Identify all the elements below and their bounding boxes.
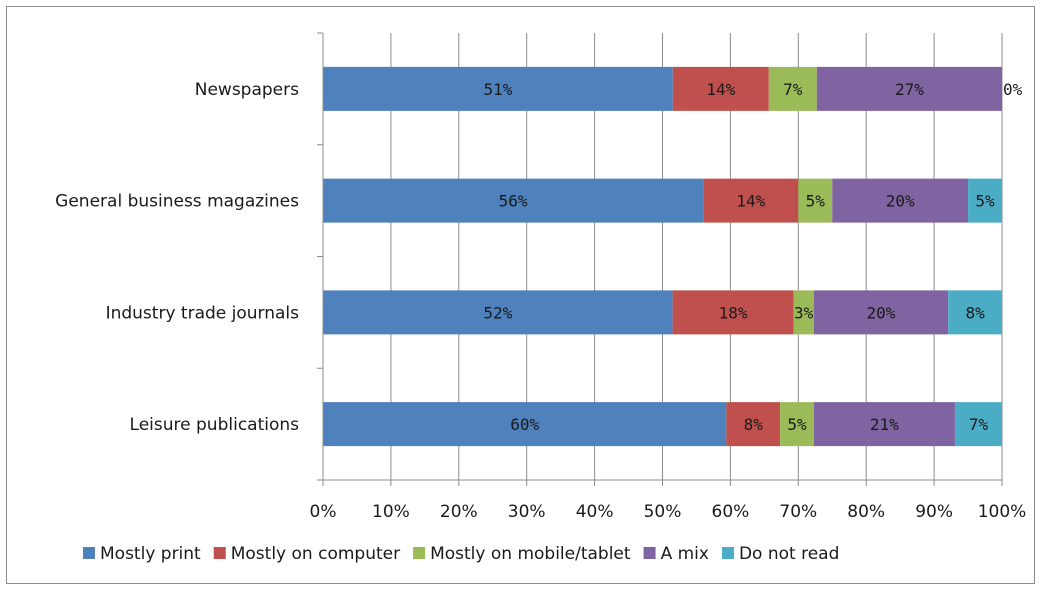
legend-swatch <box>413 547 426 559</box>
category-label: Newspapers <box>195 80 299 100</box>
data-label: 5% <box>806 192 826 211</box>
data-label: 8% <box>965 303 985 322</box>
data-label: 18% <box>719 303 748 322</box>
bar-segment <box>672 66 769 111</box>
bar-segment <box>813 402 955 447</box>
bar-segment <box>793 290 814 335</box>
stacked-bar-chart: 0% 10% 20% 30% 40% 50% 60% 70% 80% 90% 100% Newspap… <box>55 32 1027 564</box>
data-label: 20% <box>867 303 896 322</box>
data-label: 52% <box>483 303 512 322</box>
bar-segment <box>726 402 781 447</box>
data-label: 5% <box>975 192 995 211</box>
bar-segment <box>813 290 949 335</box>
bar-segment <box>968 178 1002 223</box>
x-tick-label: 100% <box>978 502 1027 522</box>
category-label: Industry trade journals <box>106 303 300 323</box>
x-tick-label: 20% <box>440 502 478 522</box>
bar-segment <box>768 66 817 111</box>
bar-segment <box>323 66 673 111</box>
x-tick-label: 0% <box>310 502 337 522</box>
legend: Mostly print Mostly on computer Mostly on … <box>83 544 839 564</box>
legend-label: Mostly on mobile/tablet <box>430 544 631 564</box>
data-label: 14% <box>706 80 735 99</box>
x-tick-label: 10% <box>372 502 410 522</box>
bar-segment <box>323 290 673 335</box>
data-label: 20% <box>886 192 915 211</box>
data-label: 27% <box>895 80 924 99</box>
x-tick-label: 50% <box>644 502 682 522</box>
data-label: 5% <box>787 415 807 434</box>
bar-segment <box>798 178 833 223</box>
bar-segment <box>323 178 704 223</box>
data-label: 14% <box>736 192 765 211</box>
bar-segment <box>780 402 814 447</box>
legend-swatch <box>721 547 734 559</box>
legend-label: A mix <box>661 544 709 564</box>
legend-label: Mostly print <box>100 544 201 564</box>
legend-label: Mostly on computer <box>231 544 400 564</box>
data-label: 0% <box>1003 80 1023 99</box>
bar-segment <box>816 66 1002 111</box>
bar-segment <box>948 290 1002 335</box>
data-label: 7% <box>969 415 989 434</box>
category-label: General business magazines <box>55 192 299 212</box>
chart-frame: 0% 10% 20% 30% 40% 50% 60% 70% 80% 90% 100% Newspap… <box>6 6 1035 584</box>
legend-swatch <box>83 547 95 559</box>
data-label: 8% <box>744 415 764 434</box>
bars <box>323 66 1002 447</box>
data-label: 60% <box>510 415 539 434</box>
data-label: 7% <box>783 80 803 99</box>
x-tick-label: 90% <box>915 502 953 522</box>
bar-segment <box>323 402 727 447</box>
category-label: Leisure publications <box>130 415 300 435</box>
x-tick-label: 80% <box>847 502 885 522</box>
bar-segment <box>703 178 799 223</box>
data-labels: 51% 14% 7% 27% 0% 56% 14% 5% 20% 5% 52% 18% 3% 20% 8% 6… <box>483 80 1022 434</box>
x-tick-label: 60% <box>712 502 750 522</box>
x-tick-label: 70% <box>779 502 817 522</box>
axes: 0% 10% 20% 30% 40% 50% 60% 70% 80% 90% 100% Newspap… <box>55 32 1027 522</box>
data-label: 56% <box>499 192 528 211</box>
x-tick-label: 30% <box>508 502 546 522</box>
bar-segment <box>672 290 794 335</box>
legend-swatch <box>643 547 656 559</box>
bar-segment <box>954 402 1002 447</box>
data-label: 3% <box>794 303 814 322</box>
data-label: 51% <box>483 80 512 99</box>
legend-swatch <box>213 547 226 559</box>
x-tick-label: 40% <box>576 502 614 522</box>
data-label: 21% <box>870 415 899 434</box>
legend-label: Do not read <box>739 544 839 564</box>
bar-segment <box>832 178 969 223</box>
